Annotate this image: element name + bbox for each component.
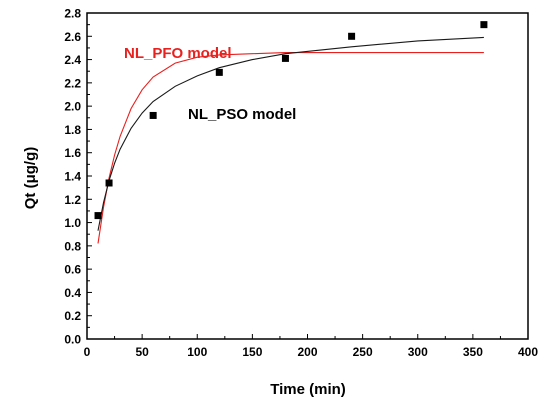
y-tick-label: 1.0 <box>64 216 81 230</box>
data-point <box>94 212 102 220</box>
pfo-model-curve <box>97 52 484 244</box>
x-tick-label: 200 <box>297 345 317 359</box>
y-tick-label: 0.6 <box>64 263 81 277</box>
x-tick-label: 0 <box>84 345 91 359</box>
y-tick-label: 2.6 <box>64 30 81 44</box>
y-axis-ticks: 0.0 0.2 0.4 0.6 0.8 1.0 1.2 1.4 1.6 1.8 2.0 2.2 2.4 2… <box>64 7 92 347</box>
x-axis-label: Time (min) <box>270 381 346 398</box>
y-tick-label: 0.8 <box>64 239 81 253</box>
data-point <box>149 111 157 119</box>
y-tick-label: 1.8 <box>64 123 81 137</box>
y-tick-label: 2.4 <box>64 53 81 67</box>
pso-model-label: NL_PSO model <box>188 106 296 123</box>
x-tick-label: 150 <box>242 345 262 359</box>
y-axis-label: Qt (μg/g) <box>22 147 39 210</box>
data-point <box>105 179 113 187</box>
model-curves <box>97 36 484 244</box>
y-tick-label: 1.4 <box>64 170 81 184</box>
x-tick-label: 400 <box>518 345 538 359</box>
data-points <box>94 21 488 220</box>
y-tick-label: 0.4 <box>64 286 81 300</box>
pfo-model-label: NL_PFO model <box>124 45 232 62</box>
plot-frame <box>86 12 529 340</box>
y-tick-label: 1.6 <box>64 146 81 160</box>
x-tick-label: 300 <box>408 345 428 359</box>
x-tick-label: 100 <box>187 345 207 359</box>
y-tick-label: 2.8 <box>64 7 81 21</box>
pso-model-curve <box>97 36 484 231</box>
y-tick-label: 2.0 <box>64 100 81 114</box>
data-point <box>281 54 289 62</box>
x-tick-label: 250 <box>353 345 373 359</box>
data-point <box>215 68 223 76</box>
y-tick-label: 2.2 <box>64 76 81 90</box>
y-tick-label: 0.0 <box>64 333 81 347</box>
y-tick-label: 0.2 <box>64 309 81 323</box>
x-tick-label: 50 <box>135 345 149 359</box>
data-point <box>348 32 356 40</box>
x-tick-label: 350 <box>463 345 483 359</box>
data-point <box>480 21 488 29</box>
x-axis-ticks: 0 50 100 150 200 250 300 350 400 <box>84 334 538 359</box>
y-tick-label: 1.2 <box>64 193 81 207</box>
